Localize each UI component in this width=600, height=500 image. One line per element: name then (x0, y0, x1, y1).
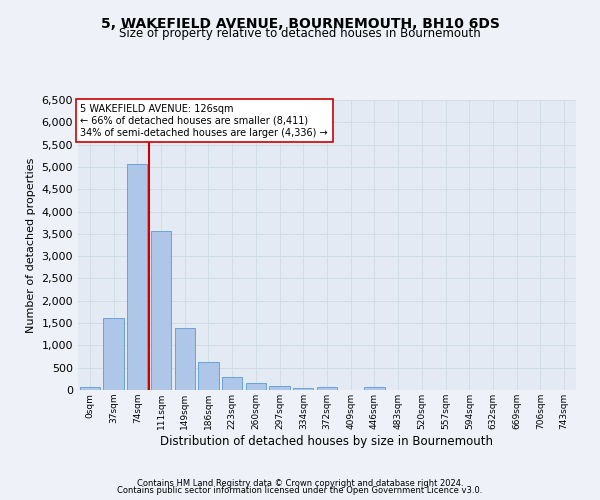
Text: Contains HM Land Registry data © Crown copyright and database right 2024.: Contains HM Land Registry data © Crown c… (137, 478, 463, 488)
Bar (151, 230, 171, 390)
Bar (175, 328, 195, 390)
Bar (80, 386, 100, 390)
Bar (269, 386, 290, 390)
Bar (293, 388, 313, 390)
Bar (364, 388, 385, 390)
Y-axis label: Number of detached properties: Number of detached properties (26, 158, 36, 332)
Text: Size of property relative to detached houses in Bournemouth: Size of property relative to detached ho… (119, 28, 481, 40)
Bar (317, 388, 337, 390)
Bar (199, 362, 218, 390)
Bar (103, 318, 124, 390)
Bar (246, 384, 266, 390)
Text: 5 WAKEFIELD AVENUE: 126sqm
← 66% of detached houses are smaller (8,411)
34% of s: 5 WAKEFIELD AVENUE: 126sqm ← 66% of deta… (80, 104, 328, 138)
X-axis label: Distribution of detached houses by size in Bournemouth: Distribution of detached houses by size … (161, 434, 493, 448)
Text: Contains public sector information licensed under the Open Government Licence v3: Contains public sector information licen… (118, 486, 482, 495)
Bar (127, 164, 148, 390)
Bar (222, 376, 242, 390)
Text: 5, WAKEFIELD AVENUE, BOURNEMOUTH, BH10 6DS: 5, WAKEFIELD AVENUE, BOURNEMOUTH, BH10 6… (101, 18, 499, 32)
